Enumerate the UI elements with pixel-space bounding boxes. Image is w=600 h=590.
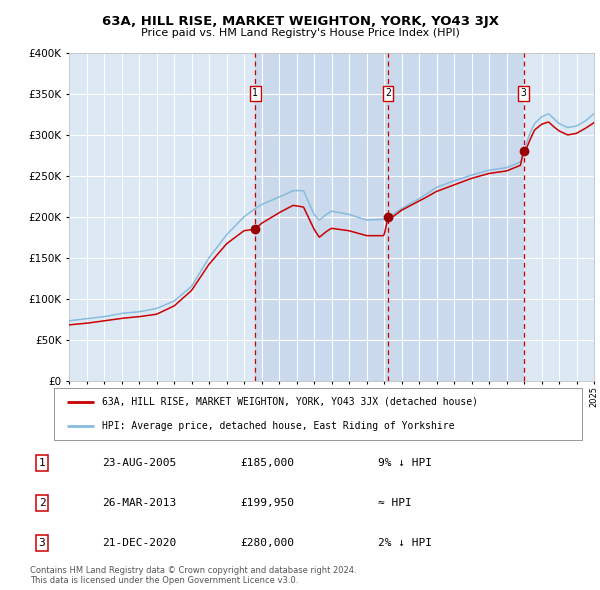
Text: 2: 2 — [38, 498, 46, 507]
Text: ≈ HPI: ≈ HPI — [378, 498, 412, 507]
Text: 2: 2 — [385, 88, 391, 98]
Text: 26-MAR-2013: 26-MAR-2013 — [102, 498, 176, 507]
Text: Contains HM Land Registry data © Crown copyright and database right 2024.
This d: Contains HM Land Registry data © Crown c… — [30, 566, 356, 585]
Text: 63A, HILL RISE, MARKET WEIGHTON, YORK, YO43 3JX: 63A, HILL RISE, MARKET WEIGHTON, YORK, Y… — [101, 15, 499, 28]
Text: 3: 3 — [38, 538, 46, 548]
Text: 21-DEC-2020: 21-DEC-2020 — [102, 538, 176, 548]
Text: 1: 1 — [38, 458, 46, 468]
Text: 9% ↓ HPI: 9% ↓ HPI — [378, 458, 432, 468]
Text: HPI: Average price, detached house, East Riding of Yorkshire: HPI: Average price, detached house, East… — [101, 421, 454, 431]
Text: 23-AUG-2005: 23-AUG-2005 — [102, 458, 176, 468]
Text: 2% ↓ HPI: 2% ↓ HPI — [378, 538, 432, 548]
Text: 3: 3 — [521, 88, 526, 98]
Text: £199,950: £199,950 — [240, 498, 294, 507]
Text: Price paid vs. HM Land Registry's House Price Index (HPI): Price paid vs. HM Land Registry's House … — [140, 28, 460, 38]
Text: £185,000: £185,000 — [240, 458, 294, 468]
Text: 63A, HILL RISE, MARKET WEIGHTON, YORK, YO43 3JX (detached house): 63A, HILL RISE, MARKET WEIGHTON, YORK, Y… — [101, 396, 478, 407]
Text: £280,000: £280,000 — [240, 538, 294, 548]
Text: 1: 1 — [253, 88, 258, 98]
Bar — [255, 53, 524, 381]
